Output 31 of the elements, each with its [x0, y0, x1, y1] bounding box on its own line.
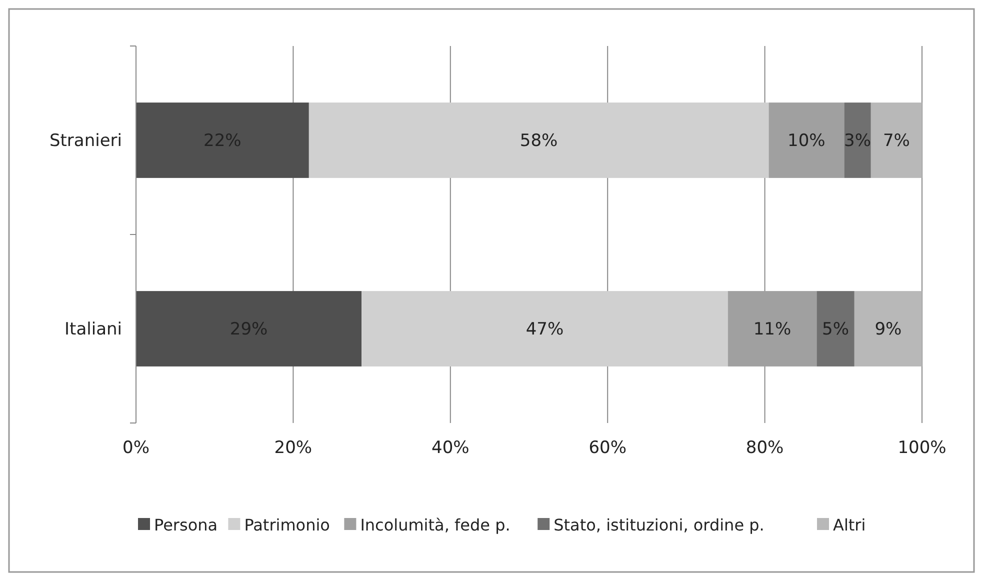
data-label: 7% [882, 131, 910, 152]
bar [136, 102, 309, 178]
legend-label: Altri [833, 516, 866, 535]
bar [768, 102, 844, 178]
x-tick-label: 100% [898, 438, 946, 458]
data-label: 5% [822, 320, 850, 340]
data-label: 9% [874, 320, 902, 340]
x-tick-label: 80% [746, 438, 784, 458]
bar [870, 102, 922, 178]
bar [816, 291, 854, 366]
data-label: 11% [753, 320, 792, 340]
bar [854, 291, 922, 366]
x-tick-label: 0% [122, 438, 150, 458]
legend-label: Stato, istituzioni, ordine p. [554, 516, 764, 535]
x-tick-label: 60% [588, 438, 626, 458]
bar [308, 102, 769, 178]
bar [362, 291, 728, 366]
x-tick-label: 40% [432, 438, 470, 458]
legend-label: Persona [154, 516, 218, 535]
bar [136, 291, 362, 366]
y-tick-label: Italiani [64, 320, 122, 340]
legend-label: Incolumità, fede p. [360, 516, 510, 535]
bar [728, 291, 817, 366]
x-tick-label: 20% [274, 438, 312, 458]
bar [844, 102, 871, 178]
data-label: 47% [526, 320, 564, 340]
y-tick-label: Stranieri [49, 131, 122, 152]
data-label: 10% [788, 131, 826, 152]
data-label: 3% [844, 131, 872, 152]
legend-label: Patrimonio [244, 516, 330, 535]
data-label: 58% [520, 131, 558, 152]
